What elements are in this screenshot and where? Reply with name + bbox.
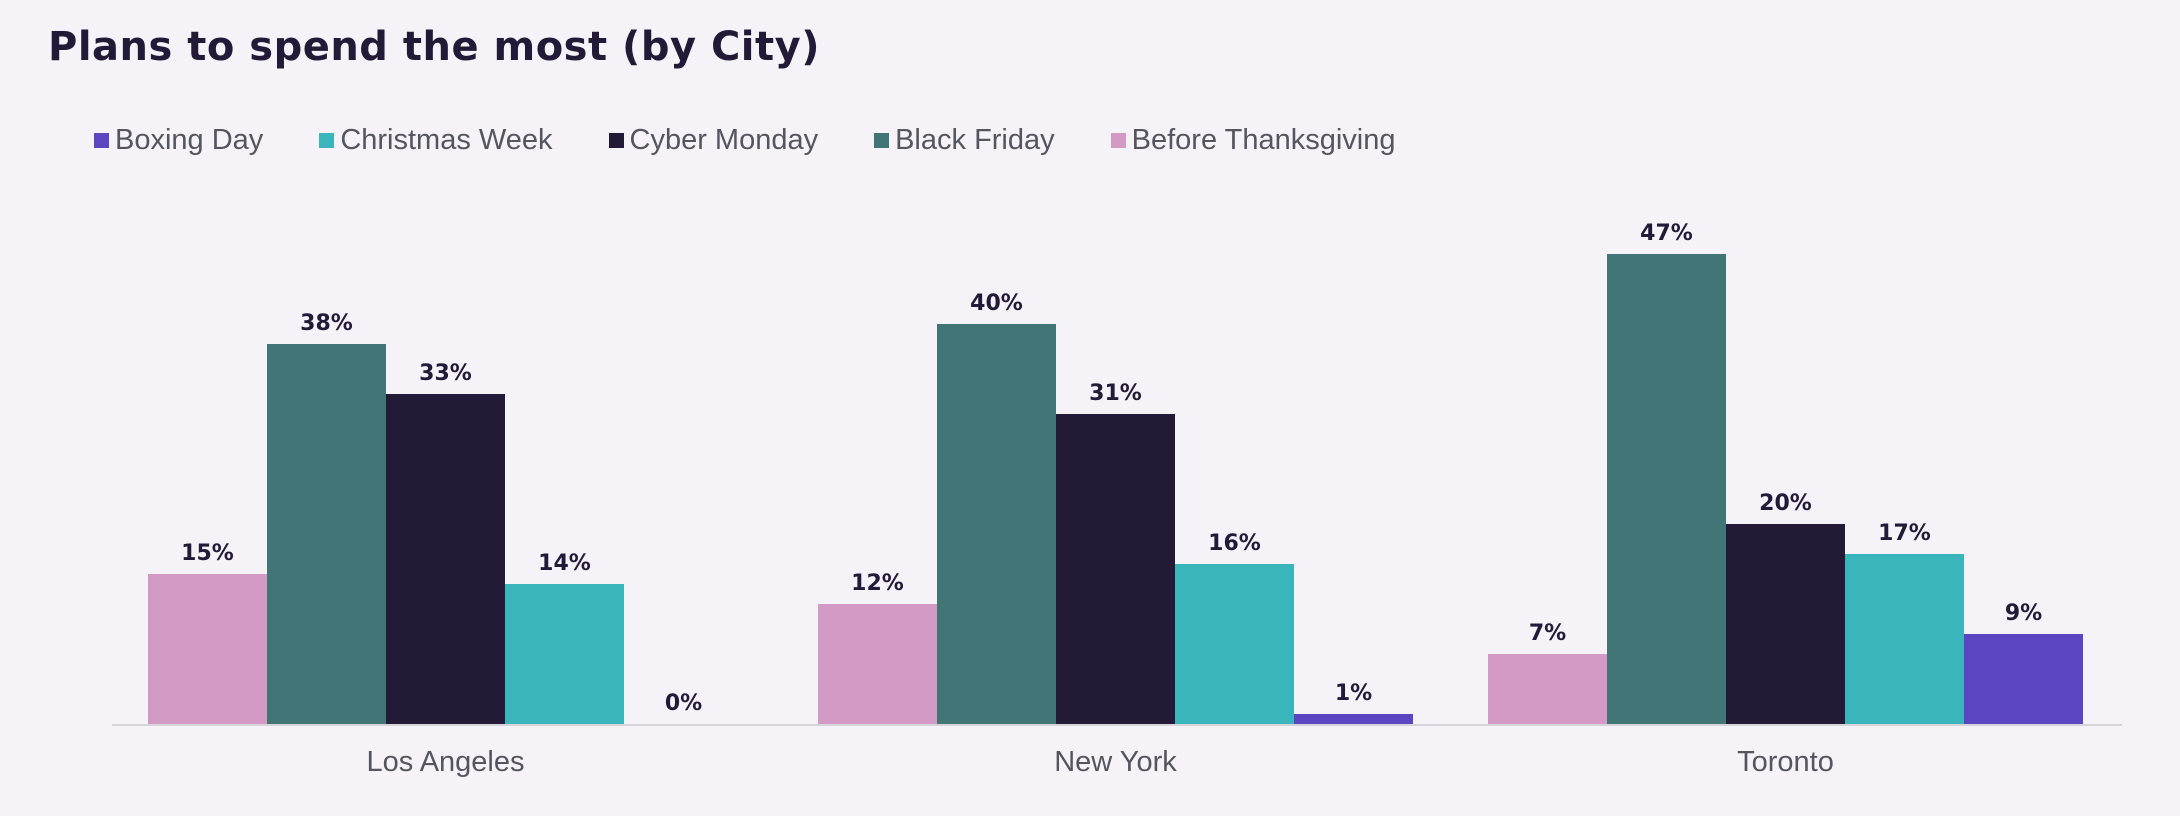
data-label-new-york-before-thanksgiving: 12% [851,571,904,596]
legend-swatch [874,133,890,148]
bar-los-angeles-cyber-monday [386,394,505,724]
legend-label: Cyber Monday [629,124,819,156]
bar-new-york-cyber-monday [1056,414,1175,724]
legend-item-christmas-week: Christmas Week [319,124,553,157]
legend-label: Before Thanksgiving [1131,124,1396,156]
bar-toronto-christmas-week [1845,554,1964,724]
bar-new-york-before-thanksgiving [818,604,937,724]
data-label-new-york-boxing-day: 1% [1335,681,1372,706]
legend-item-boxing-day: Boxing Day [94,124,263,157]
bar-new-york-black-friday [937,324,1056,724]
bar-new-york-christmas-week [1175,564,1294,724]
category-label-new-york: New York [1054,746,1177,778]
bar-los-angeles-before-thanksgiving [148,574,267,724]
data-label-toronto-black-friday: 47% [1640,221,1693,246]
legend-swatch [94,133,109,148]
category-label-toronto: Toronto [1737,746,1834,778]
bar-toronto-before-thanksgiving [1488,654,1607,724]
data-label-los-angeles-before-thanksgiving: 15% [181,541,234,566]
data-label-toronto-christmas-week: 17% [1878,521,1931,546]
data-label-los-angeles-cyber-monday: 33% [419,361,472,386]
data-label-toronto-before-thanksgiving: 7% [1529,621,1566,646]
chart-legend: Boxing Day Christmas Week Cyber Monday Blac… [94,124,1396,157]
data-label-toronto-boxing-day: 9% [2005,601,2042,626]
legend-item-black-friday: Black Friday [874,124,1055,157]
bar-toronto-cyber-monday [1726,524,1845,724]
data-label-new-york-cyber-monday: 31% [1089,381,1142,406]
legend-item-before-thanksgiving: Before Thanksgiving [1110,124,1396,157]
bar-new-york-boxing-day [1294,714,1413,724]
legend-item-cyber-monday: Cyber Monday [608,124,819,157]
bar-los-angeles-christmas-week [505,584,624,724]
legend-label: Black Friday [895,124,1055,156]
legend-label: Boxing Day [115,124,264,156]
bar-toronto-black-friday [1607,254,1726,724]
legend-label: Christmas Week [340,124,553,156]
legend-swatch [1110,133,1126,148]
data-label-toronto-cyber-monday: 20% [1759,491,1812,516]
data-label-new-york-christmas-week: 16% [1208,531,1261,556]
category-label-los-angeles: Los Angeles [366,746,524,778]
data-label-new-york-black-friday: 40% [970,291,1023,316]
chart-title: Plans to spend the most (by City) [48,24,820,70]
legend-swatch [608,133,624,148]
data-label-los-angeles-boxing-day: 0% [665,691,702,716]
legend-swatch [319,133,335,148]
bar-toronto-boxing-day [1964,634,2083,724]
data-label-los-angeles-black-friday: 38% [300,311,353,336]
data-label-los-angeles-christmas-week: 14% [538,551,591,576]
bar-los-angeles-black-friday [267,344,386,724]
